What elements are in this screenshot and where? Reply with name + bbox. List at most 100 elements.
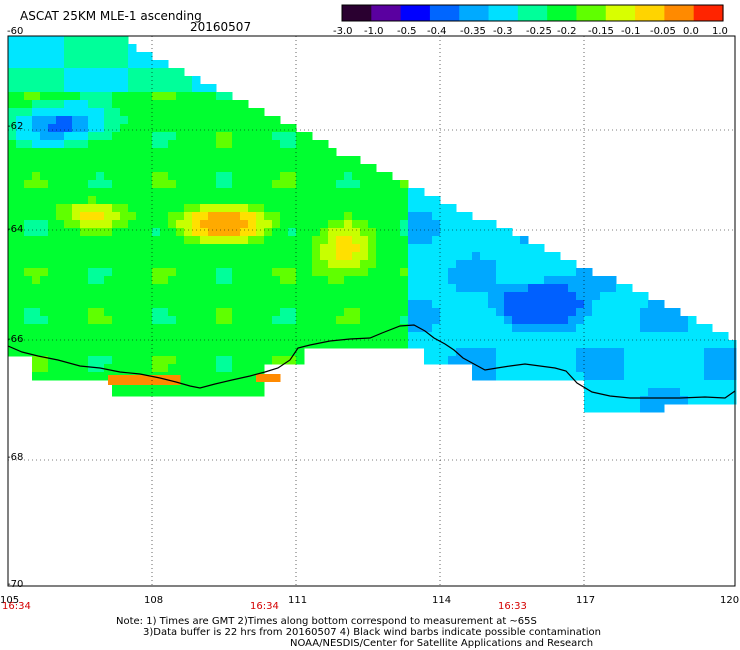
wind-cell [248, 276, 257, 285]
wind-cell [368, 324, 377, 333]
wind-cell [296, 228, 305, 237]
wind-cell [72, 84, 81, 93]
wind-cell [240, 212, 249, 221]
wind-cell [160, 364, 169, 373]
wind-cell [232, 164, 241, 173]
wind-cell [192, 92, 201, 101]
wind-cell [40, 244, 49, 253]
wind-cell [624, 284, 633, 293]
wind-cell [104, 244, 113, 253]
wind-cell [504, 284, 513, 293]
wind-cell [192, 148, 201, 157]
wind-cell [16, 156, 25, 165]
wind-cell [304, 156, 313, 165]
wind-cell [512, 260, 521, 269]
wind-cell [488, 244, 497, 253]
wind-cell [704, 356, 713, 365]
wind-cell [208, 180, 217, 189]
wind-cell [656, 404, 665, 413]
wind-cell [240, 244, 249, 253]
wind-cell [480, 276, 489, 285]
wind-cell [176, 100, 185, 109]
wind-cell [584, 388, 593, 397]
wind-cell [680, 340, 689, 349]
wind-cell [312, 316, 321, 325]
wind-cell [208, 140, 217, 149]
wind-cell [304, 196, 313, 205]
wind-cell [168, 364, 177, 373]
wind-cell [304, 316, 313, 325]
wind-cell [616, 308, 625, 317]
wind-cell [80, 84, 89, 93]
wind-cell [72, 180, 81, 189]
wind-cell [200, 276, 209, 285]
wind-cell [72, 132, 81, 141]
wind-cell [32, 260, 41, 269]
wind-cell [616, 380, 625, 389]
wind-cell [256, 108, 265, 117]
wind-cell [600, 316, 609, 325]
wind-cell [688, 396, 697, 405]
wind-cell [48, 36, 57, 45]
wind-cell [208, 332, 217, 341]
wind-cell [560, 308, 569, 317]
wind-cell [592, 340, 601, 349]
wind-cell [136, 68, 145, 77]
wind-cell [16, 324, 25, 333]
wind-cell [104, 212, 113, 221]
wind-cell [96, 36, 105, 45]
wind-cell [200, 92, 209, 101]
wind-cell [40, 316, 49, 325]
wind-cell [256, 132, 265, 141]
wind-cell [64, 300, 73, 309]
wind-cell [632, 324, 641, 333]
wind-cell [80, 132, 89, 141]
wind-cell [456, 260, 465, 269]
wind-cell [672, 340, 681, 349]
wind-cell [152, 212, 161, 221]
wind-cell [528, 364, 537, 373]
wind-cell [648, 388, 657, 397]
wind-cell [160, 332, 169, 341]
wind-cell [80, 316, 89, 325]
wind-cell [96, 228, 105, 237]
wind-cell [168, 124, 177, 133]
wind-cell [232, 388, 241, 397]
wind-cell [184, 388, 193, 397]
wind-cell [568, 356, 577, 365]
wind-cell [168, 220, 177, 229]
wind-cell [64, 156, 73, 165]
wind-cell [264, 204, 273, 213]
wind-cell [288, 156, 297, 165]
wind-cell [40, 260, 49, 269]
wind-cell [704, 324, 713, 333]
wind-cell [72, 156, 81, 165]
wind-cell [32, 220, 41, 229]
wind-cell [440, 284, 449, 293]
wind-cell [8, 148, 17, 157]
wind-cell [592, 292, 601, 301]
wind-cell [184, 132, 193, 141]
wind-cell [16, 332, 25, 341]
wind-cell [8, 292, 17, 301]
wind-cell [216, 180, 225, 189]
wind-cell [400, 260, 409, 269]
wind-cell [464, 340, 473, 349]
wind-cell [304, 148, 313, 157]
wind-cell [64, 132, 73, 141]
wind-cell [352, 284, 361, 293]
wind-cell [64, 196, 73, 205]
wind-cell [296, 188, 305, 197]
wind-cell [152, 180, 161, 189]
wind-cell [328, 212, 337, 221]
wind-cell [192, 324, 201, 333]
wind-cell [120, 292, 129, 301]
wind-cell [296, 356, 305, 365]
wind-cell [8, 204, 17, 213]
wind-cell [160, 92, 169, 101]
wind-cell [200, 116, 209, 125]
wind-cell [248, 204, 257, 213]
wind-cell [128, 364, 137, 373]
wind-cell [184, 324, 193, 333]
wind-cell [32, 316, 41, 325]
